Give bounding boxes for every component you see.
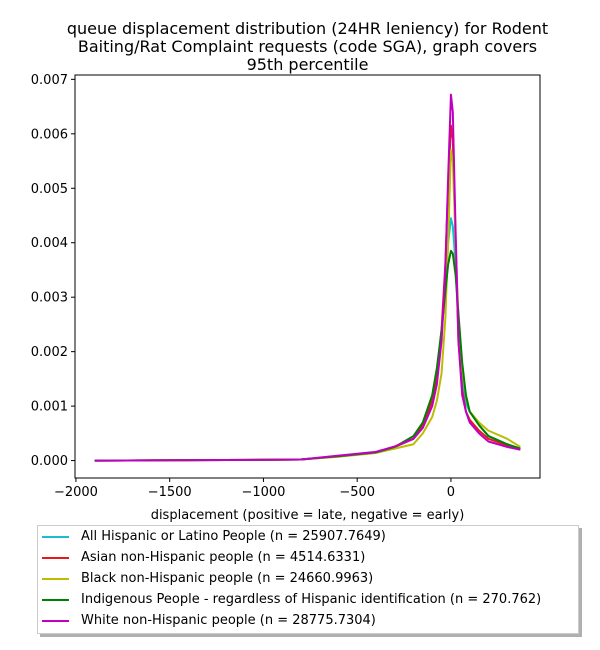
legend-swatch xyxy=(42,556,69,559)
y-tick-label: 0.003 xyxy=(31,291,68,306)
legend-label: Indigenous People - regardless of Hispan… xyxy=(81,592,542,607)
plot-area: −2000 −1500 −1000 −500 0 0.000 0.001 0.002 0.003… xyxy=(31,73,541,523)
legend-item: Indigenous People - regardless of Hispan… xyxy=(42,589,541,610)
legend-label: White non-Hispanic people (n = 28775.730… xyxy=(81,613,376,628)
legend-item: Black non-Hispanic people (n = 24660.996… xyxy=(42,568,373,589)
x-tick-label: −1000 xyxy=(241,485,285,500)
legend-label: Asian non-Hispanic people (n = 4514.6331… xyxy=(81,550,366,565)
plot-frame xyxy=(74,74,541,479)
legend: All Hispanic or Latino People (n = 25907… xyxy=(37,525,579,634)
y-tick-label: 0.000 xyxy=(31,454,68,469)
legend-label: Black non-Hispanic people (n = 24660.996… xyxy=(81,571,374,586)
legend-swatch xyxy=(42,619,69,622)
x-axis-label: displacement (positive = late, negative … xyxy=(151,508,465,523)
legend-swatch xyxy=(42,535,69,538)
legend-item: All Hispanic or Latino People (n = 25907… xyxy=(42,526,386,547)
y-tick-label: 0.006 xyxy=(31,127,68,142)
chart-title: queue displacement distribution (24HR le… xyxy=(0,20,600,74)
y-tick-label: 0.007 xyxy=(31,73,68,88)
y-tick-label: 0.002 xyxy=(31,345,68,360)
chart-title-line-1: queue displacement distribution (24HR le… xyxy=(66,19,549,38)
x-tick-label: −1500 xyxy=(148,485,192,500)
y-tick-label: 0.001 xyxy=(31,400,68,415)
series-line-5 xyxy=(94,93,521,462)
y-tick-label: 0.005 xyxy=(31,182,68,197)
x-tick-label: −500 xyxy=(339,485,375,500)
legend-swatch xyxy=(42,598,69,601)
chart-title-line-2: Baiting/Rat Complaint requests (code SGA… xyxy=(77,37,538,56)
legend-label: All Hispanic or Latino People (n = 25907… xyxy=(81,529,386,544)
chart-title-line-3: 95th percentile xyxy=(246,55,369,74)
legend-item: White non-Hispanic people (n = 28775.730… xyxy=(42,610,376,631)
legend-swatch xyxy=(42,577,69,580)
x-tick-label: 0 xyxy=(447,485,455,500)
legend-item: Asian non-Hispanic people (n = 4514.6331… xyxy=(42,547,365,568)
y-tick-label: 0.004 xyxy=(31,236,68,251)
x-tick-label: −2000 xyxy=(54,485,98,500)
